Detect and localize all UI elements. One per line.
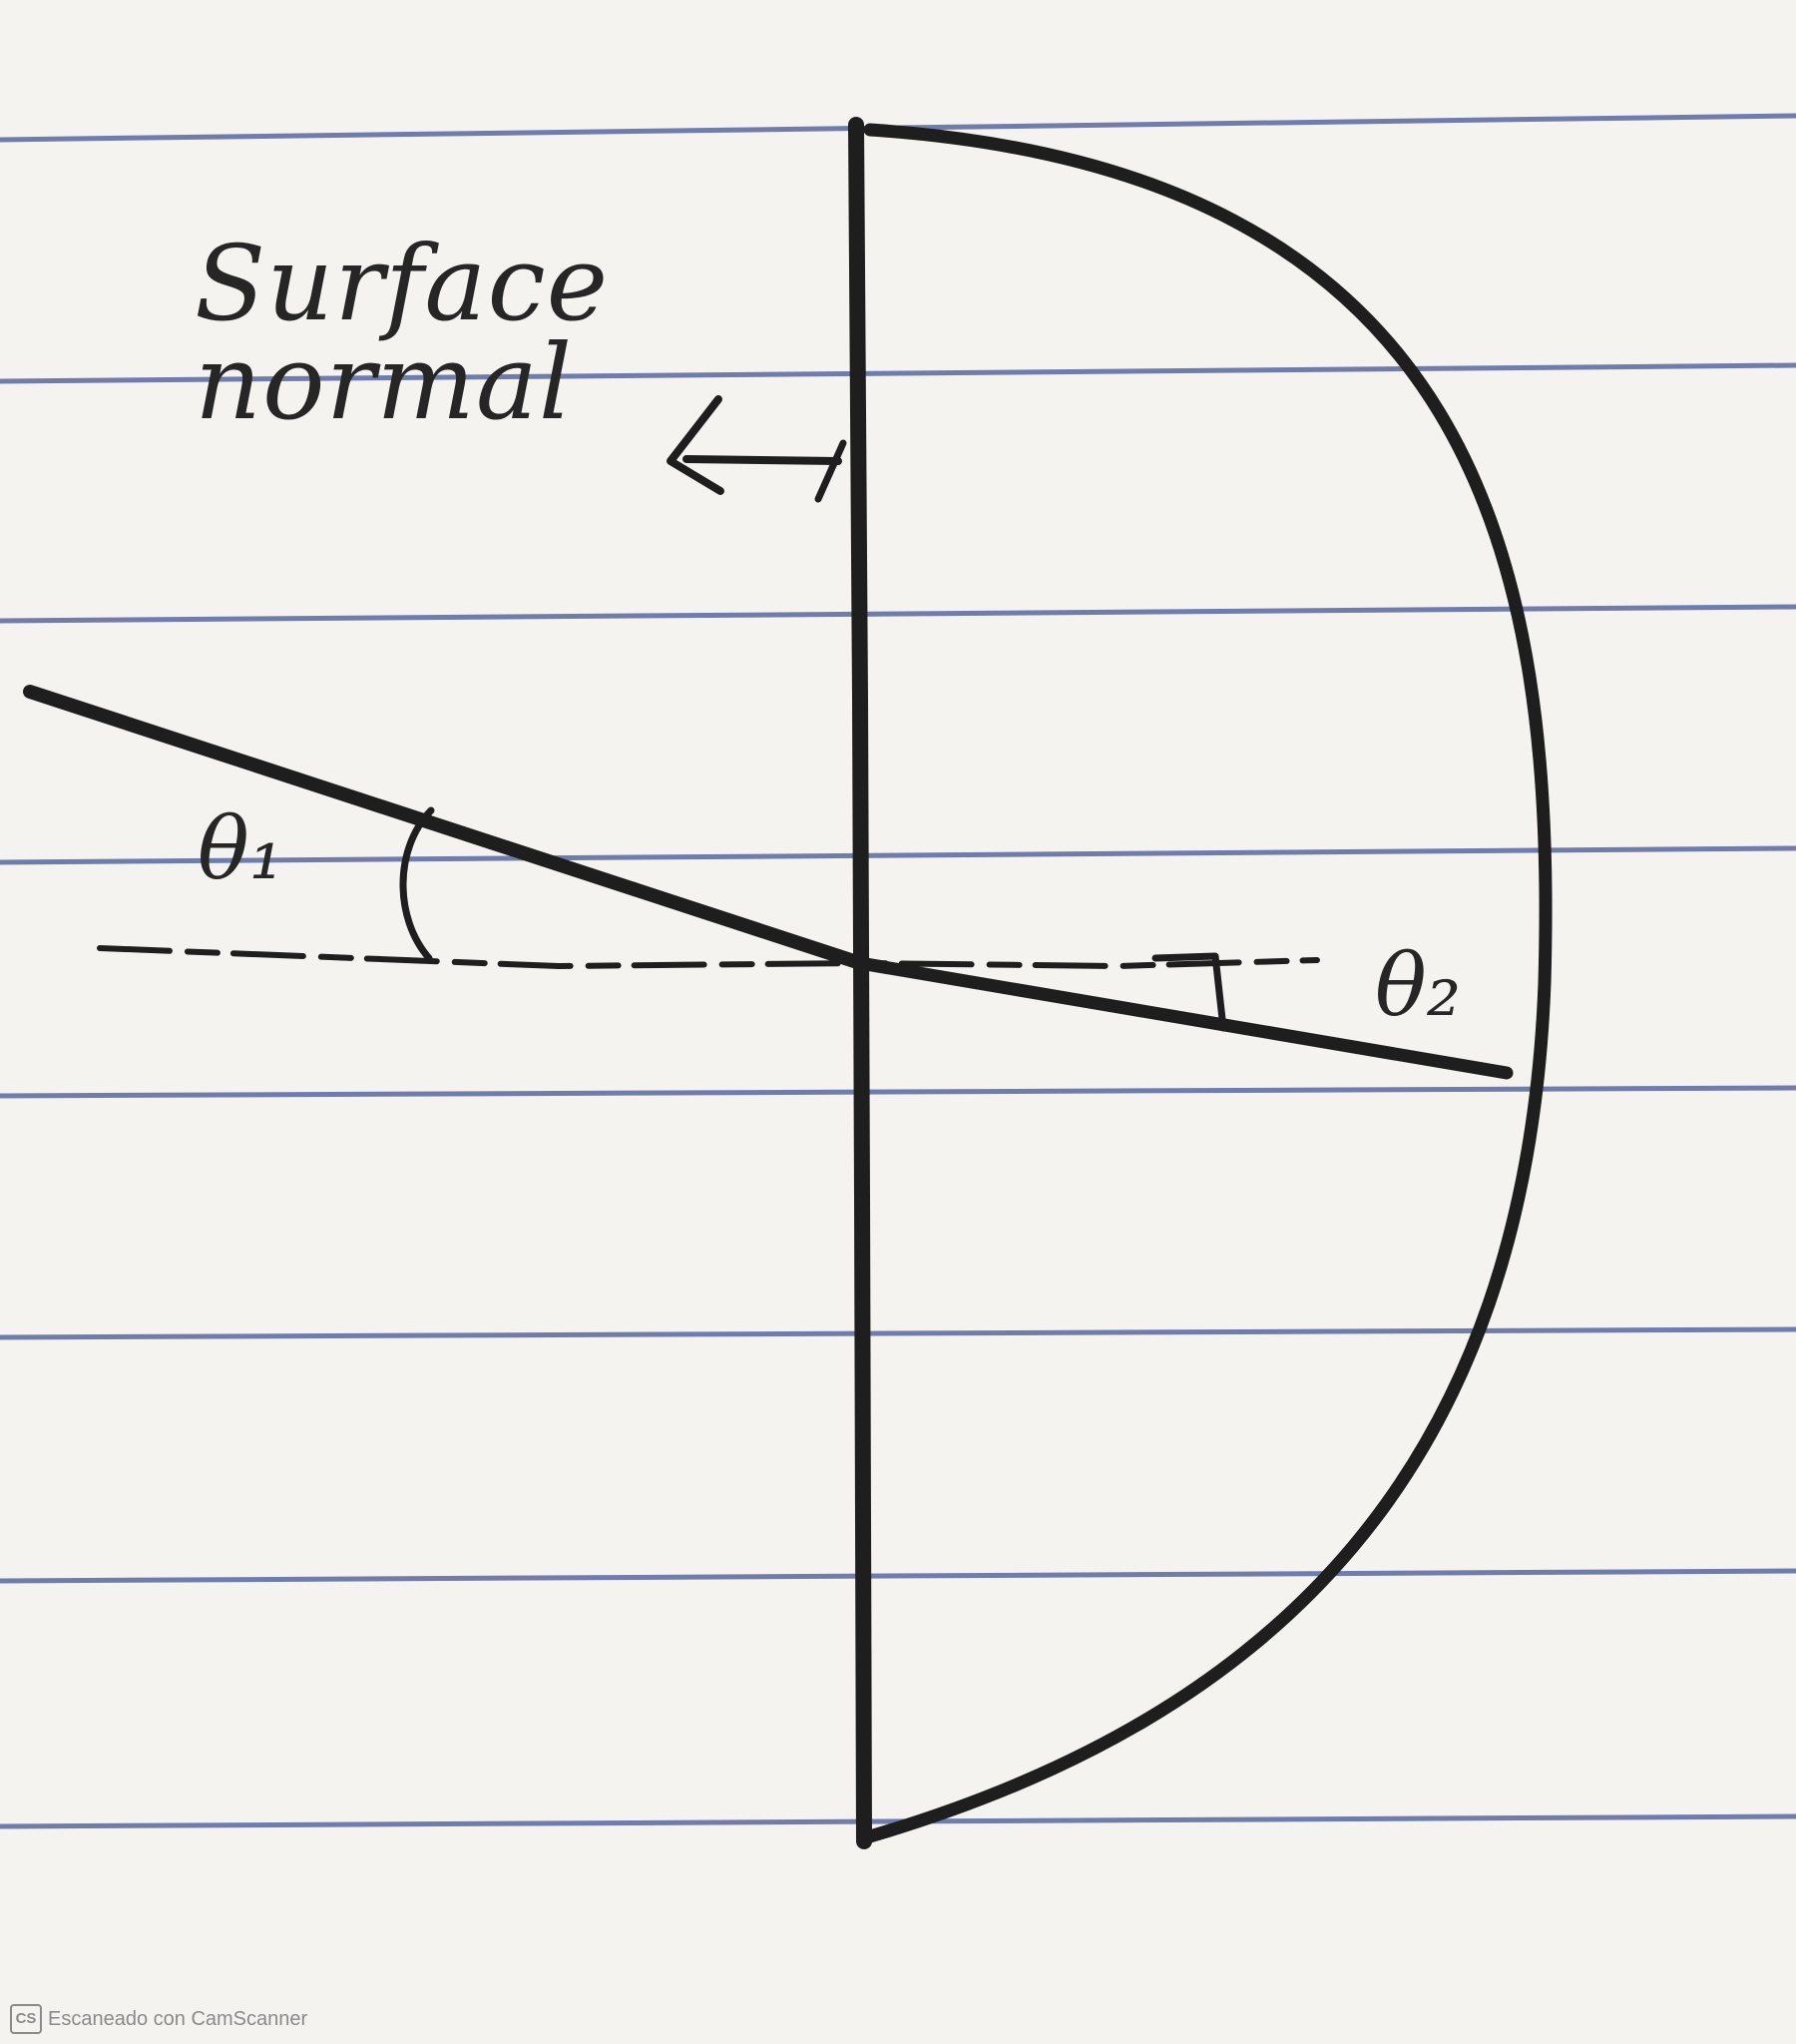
surface-label-line2: normal <box>195 320 574 443</box>
surface-normal-label: Surface normal <box>195 223 610 443</box>
refracted-ray <box>853 956 1514 1080</box>
semicircle-arc <box>863 123 1553 1843</box>
camscanner-watermark: CS Escaneado con CamScanner <box>10 2004 307 2034</box>
surface-label-line1: Surface <box>195 223 610 344</box>
camscanner-logo-icon: CS <box>10 2004 42 2034</box>
normal-line <box>97 945 1320 969</box>
notebook-ruling <box>0 113 1796 1829</box>
ruled-line <box>0 604 1796 624</box>
flat-surface-line <box>848 117 872 1849</box>
theta2-angle-mark <box>1151 952 1227 1032</box>
watermark-text: Escaneado con CamScanner <box>48 2007 308 2030</box>
ruled-line <box>0 845 1796 865</box>
ruled-line <box>0 1326 1796 1340</box>
incident-ray <box>23 685 867 970</box>
theta1-angle-arc <box>399 806 435 962</box>
theta1-label: θ₁ <box>198 799 284 899</box>
theta2-label: θ₂ <box>1375 936 1462 1036</box>
surface-normal-arrow-icon <box>667 395 847 503</box>
ruled-line <box>0 1085 1796 1099</box>
ruled-line <box>0 362 1796 384</box>
ruled-line <box>0 1568 1796 1584</box>
